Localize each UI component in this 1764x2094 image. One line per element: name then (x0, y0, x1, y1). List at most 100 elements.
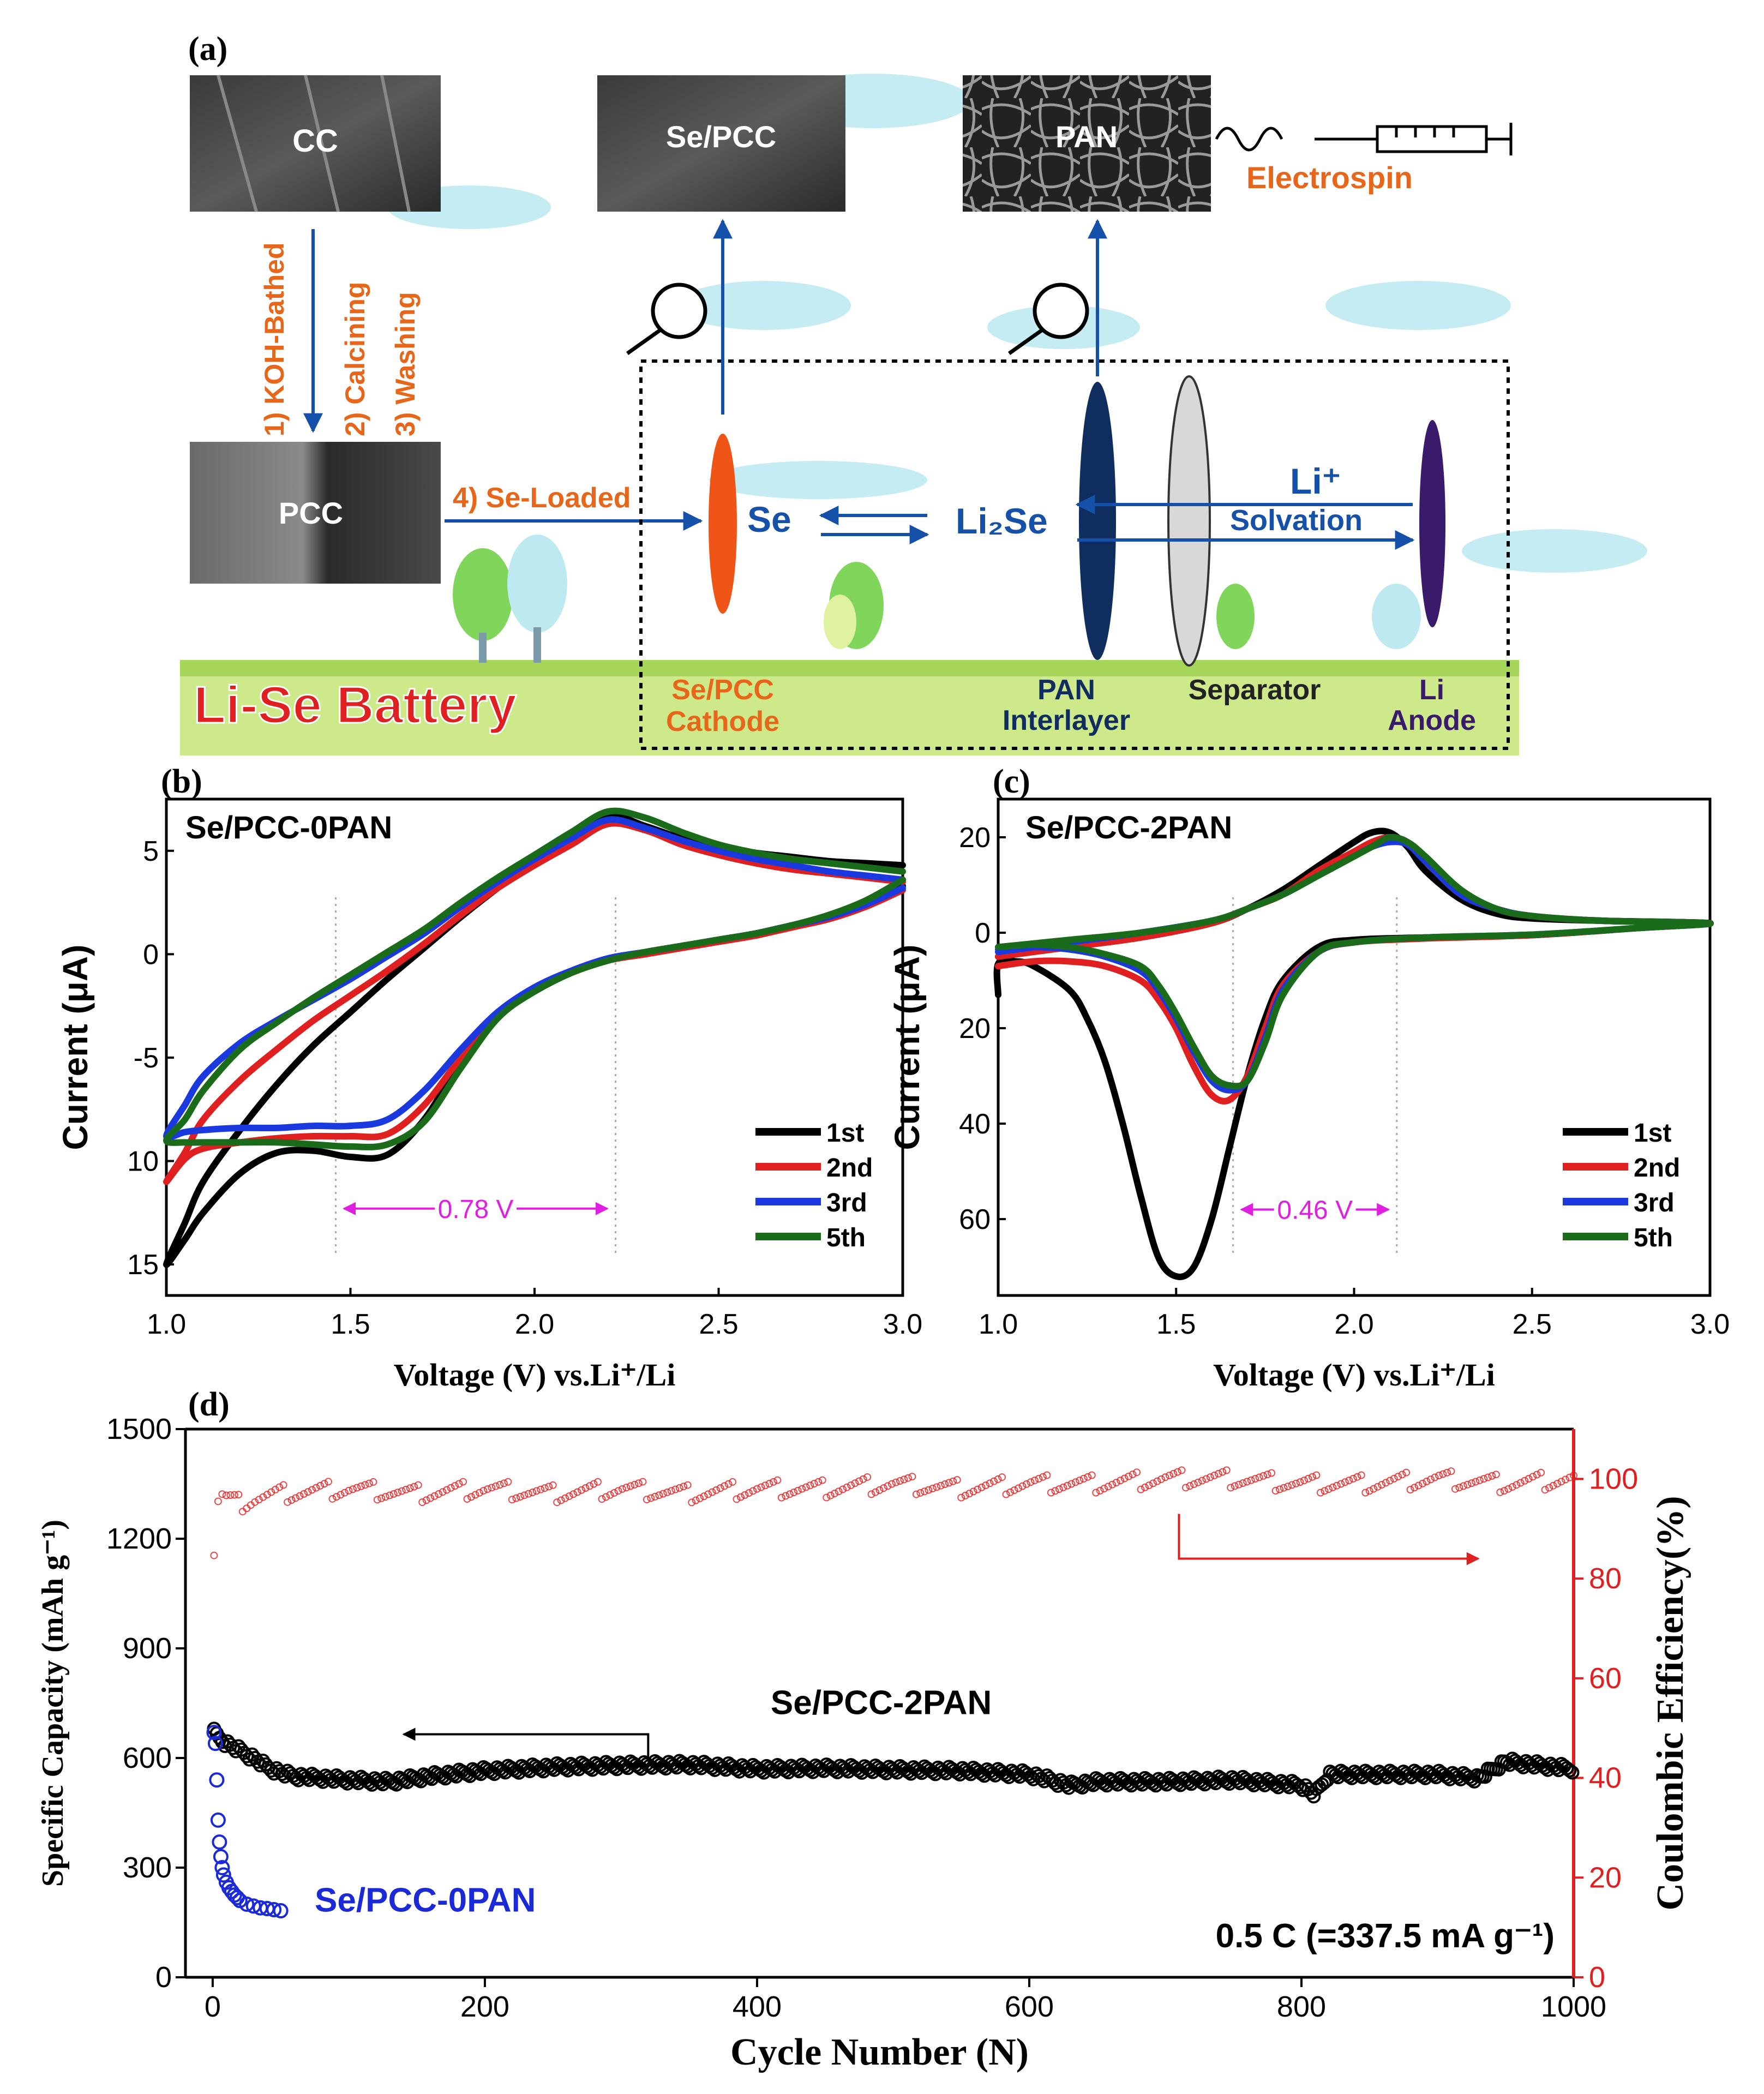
ce-point (349, 1485, 357, 1493)
ce-point (839, 1485, 847, 1493)
ce-point (1537, 1468, 1545, 1477)
ce-point (1165, 1471, 1173, 1479)
ce-point (1333, 1481, 1341, 1490)
legend-label: 3rd (1634, 1189, 1675, 1217)
ce-point (504, 1478, 512, 1486)
ce-point (802, 1483, 810, 1491)
ce-point (1108, 1480, 1117, 1489)
capacity-0pan-point (206, 1725, 222, 1741)
ce-point (655, 1491, 663, 1499)
ce-point (986, 1479, 994, 1487)
ce-point (798, 1485, 806, 1493)
capacity-2pan-series (207, 1721, 1580, 1804)
ce-point (520, 1491, 529, 1499)
ce-point (1096, 1486, 1104, 1495)
ce-point (251, 1498, 259, 1506)
capacity-2pan-point (1317, 1775, 1332, 1790)
ce-point (1516, 1479, 1525, 1487)
ce-point (312, 1484, 320, 1492)
ce-point (741, 1491, 749, 1499)
x-tick-label: 800 (1277, 1990, 1326, 2023)
ce-point (1079, 1474, 1088, 1483)
ce-point (1500, 1487, 1508, 1495)
ce-point (1398, 1471, 1406, 1479)
ce-point (667, 1487, 675, 1495)
ce-point (1117, 1477, 1125, 1485)
ce-point (259, 1493, 267, 1501)
ce-point (1112, 1478, 1120, 1486)
ce-point (287, 1496, 296, 1504)
ce-point (1263, 1471, 1271, 1479)
ce-point (516, 1492, 524, 1501)
ce-point (724, 1480, 733, 1488)
ce-point (872, 1488, 880, 1496)
ce-point (304, 1488, 312, 1496)
sem-image-pcc: PCC (190, 442, 441, 584)
ce-point (1137, 1485, 1145, 1493)
ce-point (704, 1490, 712, 1498)
annotation-bg (435, 1189, 517, 1221)
ce-point (683, 1481, 692, 1489)
ce-point (1198, 1477, 1206, 1485)
ce-point (422, 1496, 430, 1504)
ce-point (300, 1490, 308, 1498)
ce-point (810, 1480, 818, 1488)
ce-point (680, 1483, 688, 1491)
y-tick-label: 15 (127, 1249, 159, 1281)
ce-point (1472, 1478, 1480, 1486)
capacity-0pan-point (273, 1903, 289, 1919)
ce-point (867, 1490, 875, 1498)
ce-point (912, 1490, 920, 1498)
cathode-label-1: Se/PCC (671, 674, 774, 706)
ce-point (1173, 1468, 1181, 1476)
separator-electrode (1167, 375, 1211, 667)
capacity-0pan-point (207, 1736, 223, 1751)
ce-point (998, 1473, 1006, 1481)
ce-point (994, 1475, 1002, 1483)
capacity-2pan-point (250, 1754, 265, 1769)
y-tick-label: 300 (123, 1851, 172, 1884)
sem-cc-label: CC (292, 123, 338, 159)
ground-strip (180, 668, 1519, 755)
x-tick-label: 2.0 (1334, 1309, 1373, 1340)
ce-point (651, 1492, 659, 1501)
ce-point (373, 1496, 381, 1504)
series-label-2pan: Se/PCC-2PAN (771, 1684, 992, 1722)
ce-point (488, 1484, 496, 1492)
ce-point (410, 1483, 418, 1491)
ce-point (700, 1492, 708, 1501)
chart-b: (b) 0.78 V 1.0 1.5 2.0 2.5 3.0 5 0 -5 10 15 Se/PCC-0… (56, 763, 922, 1393)
step-3-label: 3) Washing (390, 292, 421, 436)
ce-point (483, 1485, 491, 1493)
ce-point (1169, 1469, 1178, 1478)
ce-point (953, 1476, 961, 1484)
ce-point (945, 1479, 953, 1487)
ce-point (1190, 1480, 1198, 1488)
ce-point (937, 1481, 945, 1490)
x-tick-label: 1000 (1541, 1990, 1606, 2023)
panel-a-schematic: (a) CC (180, 31, 1647, 755)
ce-point (1533, 1471, 1541, 1479)
ce-point (606, 1491, 614, 1499)
y-axis-title: Specific Capacity (mAh g⁻¹) (36, 1520, 70, 1887)
ce-point (1047, 1489, 1055, 1497)
y-axis-title: Current (μA) (56, 945, 95, 1150)
anode-electrode (1419, 420, 1445, 627)
ce-point (835, 1487, 843, 1496)
ce-point (928, 1484, 937, 1492)
ce-point (1321, 1487, 1329, 1495)
ce-point (904, 1474, 912, 1482)
ce-point (545, 1483, 553, 1491)
step-2-label: 2) Calcining (340, 282, 370, 436)
capacity-0pan-point (210, 1812, 226, 1828)
ce-point (455, 1480, 463, 1488)
ce-point (761, 1481, 769, 1490)
ce-point (818, 1476, 826, 1484)
ce-point (1104, 1483, 1112, 1491)
y-tick-label: 1200 (106, 1522, 172, 1555)
ce-point (590, 1480, 598, 1488)
syringe-icon (1215, 123, 1513, 155)
ce-point (1308, 1473, 1316, 1481)
ce-point (721, 1482, 729, 1490)
ce-point (1055, 1485, 1063, 1493)
